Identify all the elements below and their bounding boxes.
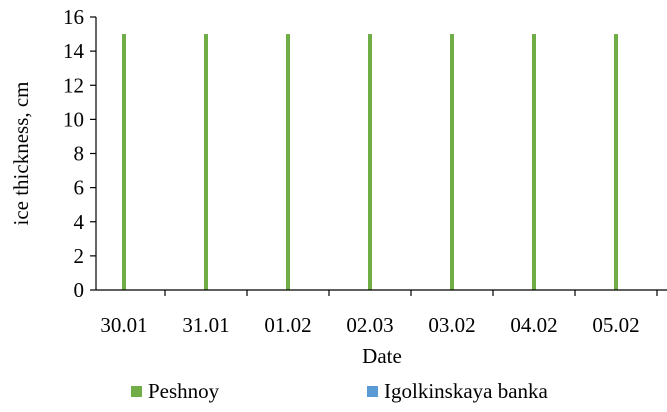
- legend-label: Igolkinskaya banka: [384, 379, 549, 403]
- y-tick-label: 6: [74, 176, 85, 200]
- y-tick-label: 0: [74, 278, 85, 302]
- legend-label: Peshnoy: [148, 379, 220, 403]
- x-tick-label: 02.03: [346, 313, 393, 337]
- bar-peshnoy: [122, 34, 126, 290]
- bar-peshnoy: [204, 34, 208, 290]
- x-tick-label: 05.02: [592, 313, 639, 337]
- y-tick-label: 14: [63, 39, 85, 63]
- legend-swatch-peshnoy: [131, 386, 142, 397]
- x-tick-label: 01.02: [264, 313, 311, 337]
- x-tick-label: 03.02: [428, 313, 475, 337]
- x-axis-title: Date: [362, 344, 402, 368]
- bars: [122, 34, 618, 290]
- y-axis-title: ice thickness, cm: [9, 81, 33, 225]
- y-tick-label: 8: [74, 142, 85, 166]
- x-tick-label: 30.01: [100, 313, 147, 337]
- y-tick-label: 12: [63, 73, 84, 97]
- y-tick-label: 16: [63, 5, 84, 29]
- bar-peshnoy: [286, 34, 290, 290]
- bar-peshnoy: [368, 34, 372, 290]
- legend: Peshnoy Igolkinskaya banka: [131, 379, 549, 403]
- bar-peshnoy: [532, 34, 536, 290]
- y-tick-label: 10: [63, 107, 84, 131]
- x-tick-label: 04.02: [510, 313, 557, 337]
- bar-peshnoy: [450, 34, 454, 290]
- bar-peshnoy: [614, 34, 618, 290]
- y-tick-label: 2: [74, 244, 85, 268]
- legend-swatch-igolkinskaya-banka: [367, 386, 378, 397]
- x-tick-label: 31.01: [182, 313, 229, 337]
- y-ticks: 0 2 4 6 8 10 12 14 16: [63, 5, 96, 302]
- x-ticks: 30.01 31.01 01.02 02.03 03.02 04.02 05.02: [100, 290, 658, 337]
- y-tick-label: 4: [74, 210, 85, 234]
